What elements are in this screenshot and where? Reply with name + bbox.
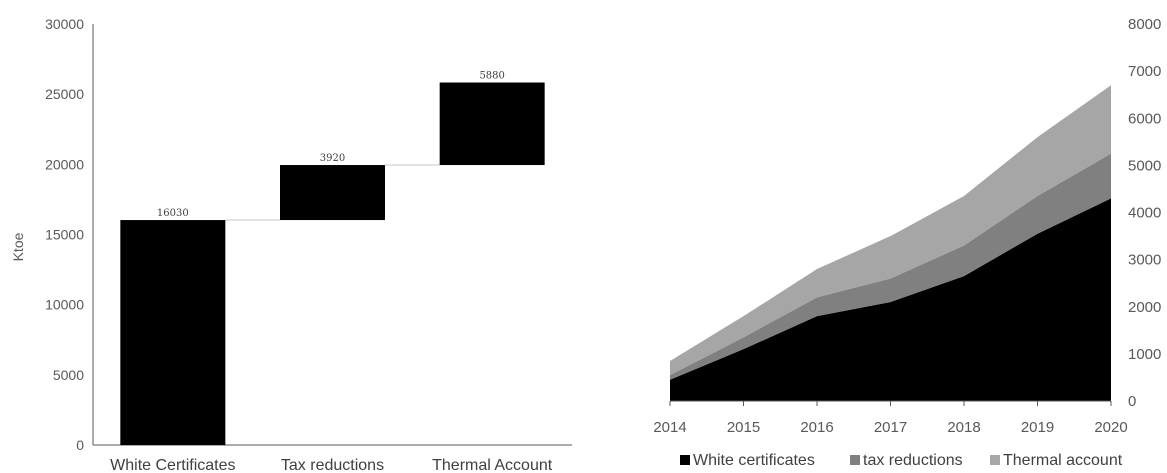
legend-swatch bbox=[680, 455, 690, 465]
y-tick-label: 6000 bbox=[1128, 110, 1161, 127]
legend-label: White certificates bbox=[693, 452, 815, 469]
y-axis-title: Ktoe bbox=[10, 232, 26, 261]
y-tick-label: 20000 bbox=[45, 156, 84, 172]
legend-swatch bbox=[850, 455, 860, 465]
legend-label: Thermal account bbox=[1003, 452, 1123, 469]
legend: White certificates tax reductions Thermal … bbox=[680, 452, 1123, 469]
x-tick-label: 2016 bbox=[800, 419, 833, 436]
x-tick-label: White Certificates bbox=[110, 457, 235, 473]
data-label: 3920 bbox=[320, 153, 345, 164]
y-tick-label: 5000 bbox=[53, 367, 84, 383]
y-tick-label: 8000 bbox=[1128, 16, 1161, 33]
y-tick-label: 0 bbox=[1128, 393, 1136, 410]
bars bbox=[120, 82, 545, 445]
area-series bbox=[670, 85, 1111, 401]
stacked-area-chart: 2014 2015 2016 2017 2018 2019 2020 0 1000 2000 30… bbox=[653, 16, 1161, 469]
area-series-1 bbox=[670, 153, 1111, 380]
y-tick-label: 30000 bbox=[45, 16, 84, 32]
x-tick-label: Thermal Account bbox=[432, 457, 553, 473]
y-tick-label: 5000 bbox=[1128, 157, 1161, 174]
connector-lines bbox=[225, 164, 440, 221]
x-tick-labels: White Certificates Tax reductions Thermal … bbox=[110, 457, 553, 473]
y-tick-label: 1000 bbox=[1128, 346, 1161, 363]
x-tick-label: 2014 bbox=[653, 419, 686, 436]
y-tick-label: 0 bbox=[76, 437, 84, 453]
bar bbox=[280, 165, 385, 221]
y-tick-label: 15000 bbox=[45, 227, 84, 243]
x-tick-label: 2018 bbox=[947, 419, 980, 436]
data-labels: 16030 3920 5880 bbox=[157, 71, 505, 220]
y-tick-label: 10000 bbox=[45, 297, 84, 313]
x-tick-label: 2017 bbox=[874, 419, 907, 436]
legend-swatch bbox=[990, 455, 1000, 465]
y-tick-label: 2000 bbox=[1128, 299, 1161, 316]
x-tick-labels: 2014 2015 2016 2017 2018 2019 2020 bbox=[653, 401, 1128, 436]
x-tick-label: 2015 bbox=[727, 419, 760, 436]
area-series-2 bbox=[670, 85, 1111, 376]
x-tick-label: 2019 bbox=[1021, 419, 1054, 436]
y-tick-labels: 0 5000 10000 15000 20000 25000 30000 bbox=[45, 16, 84, 453]
y-tick-label: 7000 bbox=[1128, 63, 1161, 80]
legend-label: tax reductions bbox=[863, 452, 963, 469]
y-tick-label: 4000 bbox=[1128, 205, 1161, 222]
data-label: 16030 bbox=[157, 208, 189, 219]
area-series-0 bbox=[670, 198, 1111, 401]
x-tick-label: 2020 bbox=[1094, 419, 1127, 436]
x-tick-label: Tax reductions bbox=[281, 457, 384, 473]
data-label: 5880 bbox=[479, 71, 504, 82]
waterfall-chart: Ktoe 0 5000 10000 15000 20000 25000 30000 1603… bbox=[10, 16, 572, 473]
y-tick-label: 3000 bbox=[1128, 252, 1161, 269]
bar bbox=[120, 220, 226, 445]
bar bbox=[439, 82, 545, 166]
y-tick-labels: 0 1000 2000 3000 4000 5000 6000 7000 8000 bbox=[1128, 16, 1161, 410]
y-tick-label: 25000 bbox=[45, 86, 84, 102]
